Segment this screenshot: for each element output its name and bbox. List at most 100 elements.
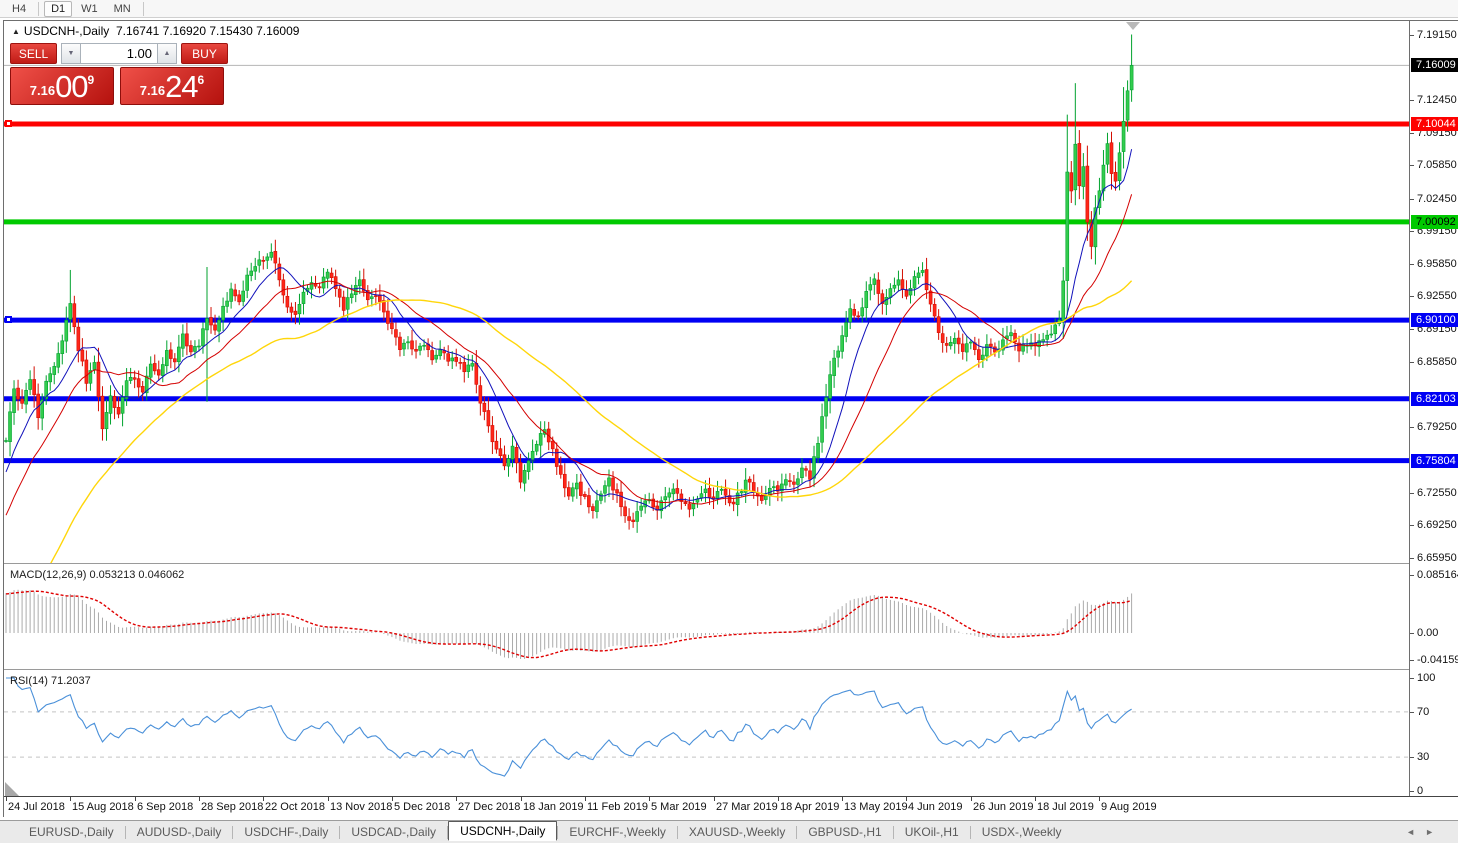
pane-resize-grip-icon[interactable] — [5, 782, 19, 796]
chart-tab-usdx[interactable]: USDX-,Weekly — [981, 825, 1062, 839]
tab-separator — [796, 825, 798, 839]
date-label: 24 Jul 2018 — [8, 801, 65, 813]
ma-slow-line — [50, 280, 1133, 563]
chart-tab-audusd[interactable]: AUDUSD-,Daily — [136, 825, 222, 839]
date-tick — [70, 797, 71, 801]
price-tick-label-tick — [1410, 525, 1414, 526]
date-tick — [135, 797, 136, 801]
date-label: 15 Aug 2018 — [72, 801, 134, 813]
sell-button[interactable]: SELL — [10, 43, 57, 64]
ma-fast-line — [5, 149, 1133, 511]
date-label: 13 May 2019 — [844, 801, 908, 813]
timeframe-button-w1[interactable]: W1 — [81, 2, 98, 15]
volume-increase-button[interactable]: ▲ — [157, 43, 177, 64]
date-tick — [1099, 797, 1100, 801]
price-tick-label: 6.72550 — [1417, 487, 1457, 499]
level-price-box-7.10044: 7.10044 — [1411, 117, 1458, 131]
toolbar-separator — [142, 1, 144, 16]
date-tick — [456, 797, 457, 801]
tab-separator — [969, 825, 971, 839]
trendline-handle[interactable] — [5, 120, 12, 127]
price-axis: 7.19150 7.12450 7.09150 7.05850 7.02450 6.991… — [1409, 21, 1458, 797]
buy-button[interactable]: BUY — [181, 43, 228, 64]
date-tick — [714, 797, 715, 801]
rsi-label: RSI(14) 71.2037 — [10, 675, 91, 687]
volume-input[interactable] — [81, 43, 157, 64]
symbol-period-label: USDCNH-,Daily — [23, 24, 110, 38]
rsi-line — [6, 677, 1132, 777]
chart-tab-ukoil[interactable]: UKOil-,H1 — [904, 825, 959, 839]
date-label: 5 Dec 2018 — [394, 801, 451, 813]
date-tick — [199, 797, 200, 801]
macd-axis-label-tick — [1410, 633, 1414, 634]
tab-separator — [447, 825, 449, 839]
chart-tab-eurchf[interactable]: EURCHF-,Weekly — [569, 825, 666, 839]
rsi-pane[interactable]: RSI(14) 71.2037 — [4, 673, 1409, 796]
macd-axis-label: 0.00 — [1417, 627, 1439, 639]
price-tick-label-tick — [1410, 35, 1414, 36]
date-label: 9 Aug 2019 — [1101, 801, 1157, 813]
macd-histogram — [5, 589, 1133, 659]
price-tick-label-tick — [1410, 264, 1414, 265]
trendline-handle[interactable] — [5, 316, 12, 323]
chart-tab-eurusd[interactable]: EURUSD-,Daily — [29, 825, 114, 839]
date-axis: 24 Jul 2018 15 Aug 2018 6 Sep 2018 28 Sep 2… — [4, 796, 1458, 818]
chart-tab-usdcad[interactable]: USDCAD-,Daily — [351, 825, 437, 839]
macd-axis-label-tick — [1410, 575, 1414, 576]
date-tick — [778, 797, 779, 801]
chart-shift-marker-icon[interactable] — [1126, 22, 1140, 30]
macd-axis-label: -0.04159 — [1417, 654, 1458, 666]
price-tick-label: 7.02450 — [1417, 193, 1457, 205]
price-tick-label-tick — [1410, 427, 1414, 428]
date-tick — [649, 797, 650, 801]
sell-price-big: 00 — [55, 69, 88, 104]
date-tick — [971, 797, 972, 801]
price-tick-label-tick — [1410, 199, 1414, 200]
toolbar-separator — [38, 1, 40, 16]
price-tick-label-tick — [1410, 558, 1414, 559]
buy-price-sup: 6 — [197, 73, 205, 87]
timeframe-button-mn[interactable]: MN — [113, 2, 131, 15]
price-tick-label: 6.65950 — [1417, 552, 1457, 564]
date-label: 27 Mar 2019 — [716, 801, 778, 813]
chart-tab-usdchf[interactable]: USDCHF-,Daily — [244, 825, 329, 839]
macd-signal-line — [5, 590, 1132, 659]
chart-window: ▲ USDCNH-,Daily 7.16741 7.16920 7.15430 7… — [3, 20, 1458, 818]
spin-down-icon: ▼ — [67, 50, 75, 57]
date-tick — [392, 797, 393, 801]
volume-decrease-button[interactable]: ▼ — [61, 43, 81, 64]
collapse-arrow-icon[interactable]: ▲ — [12, 27, 20, 36]
timeframe-button-d1[interactable]: D1 — [44, 0, 73, 17]
date-label: 26 Jun 2019 — [973, 801, 1034, 813]
chart-tab-usdcnh[interactable]: USDCNH-,Daily — [448, 821, 558, 841]
chart-tab-gbpusd[interactable]: GBPUSD-,H1 — [808, 825, 882, 839]
price-tick-label: 7.05850 — [1417, 159, 1457, 171]
tab-scroll-right-icon[interactable]: ► — [1425, 827, 1444, 837]
spin-up-icon: ▲ — [163, 50, 171, 57]
date-label: 5 Mar 2019 — [651, 801, 707, 813]
level-price-box-7.00092: 7.00092 — [1411, 215, 1458, 229]
price-tick-label: 7.12450 — [1417, 94, 1457, 106]
buy-price-panel[interactable]: 7.16 24 6 — [120, 67, 224, 105]
tab-separator — [676, 825, 678, 839]
macd-pane[interactable]: MACD(12,26,9) 0.053213 0.046062 — [4, 567, 1409, 669]
price-tick-label-tick — [1410, 296, 1414, 297]
ohlc-values: 7.16741 7.16920 7.15430 7.16009 — [115, 24, 300, 38]
tab-separator — [892, 825, 894, 839]
date-tick — [906, 797, 907, 801]
price-tick-label: 6.95850 — [1417, 258, 1457, 270]
chart-tab-xauusd[interactable]: XAUUSD-,Weekly — [688, 825, 786, 839]
date-tick — [1035, 797, 1036, 801]
candles — [4, 34, 1134, 533]
price-tick-label-tick — [1410, 493, 1414, 494]
buy-price-prefix: 7.16 — [139, 83, 166, 98]
tab-scroll-left-icon[interactable]: ◄ — [1406, 827, 1426, 837]
macd-axis-label-tick — [1410, 660, 1414, 661]
main-chart-pane[interactable] — [4, 21, 1409, 563]
tab-scroll-arrows[interactable]: ◄► — [1406, 827, 1444, 837]
timeframe-button-h4[interactable]: H4 — [12, 2, 27, 15]
date-label: 28 Sep 2018 — [201, 801, 264, 813]
sell-price-panel[interactable]: 7.16 00 9 — [10, 67, 114, 105]
